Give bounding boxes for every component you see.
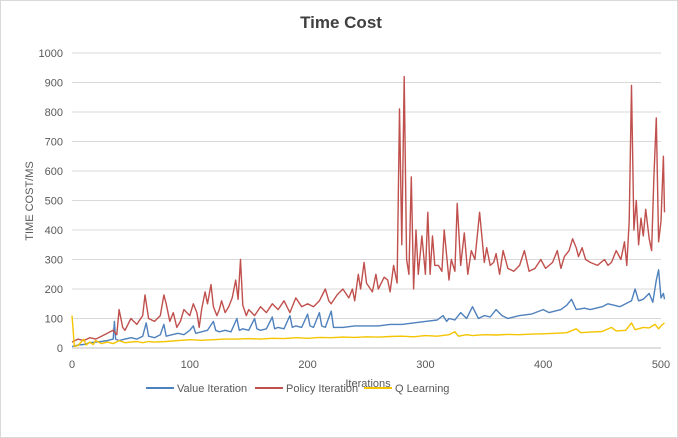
- y-tick-label: 1000: [39, 48, 63, 60]
- x-tick-label: 500: [652, 359, 670, 371]
- y-tick-label: 800: [45, 107, 63, 119]
- y-tick-label: 500: [45, 196, 63, 208]
- x-axis-ticks: 0 100 200 300 400 500: [69, 359, 670, 371]
- legend-label-policy-iteration: Policy Iteration: [286, 383, 358, 395]
- y-axis-label: TIME COST/MS: [24, 161, 36, 240]
- series-line-policy-iteration: [71, 75, 666, 343]
- x-tick-label: 100: [181, 359, 199, 371]
- y-tick-label: 0: [57, 343, 63, 355]
- series-lines: [71, 75, 666, 348]
- legend-label-value-iteration: Value Iteration: [177, 383, 247, 395]
- legend: Value Iteration Policy Iteration Q Learnin…: [146, 383, 449, 395]
- x-tick-label: 0: [69, 359, 75, 371]
- x-tick-label: 400: [534, 359, 552, 371]
- y-tick-label: 600: [45, 166, 63, 178]
- x-tick-label: 200: [298, 359, 316, 371]
- y-tick-label: 300: [45, 255, 63, 267]
- chart-title: Time Cost: [300, 13, 382, 32]
- y-tick-label: 900: [45, 78, 63, 90]
- y-axis-ticks: 0 100 200 300 400 500 600 700 800 900 1000: [39, 48, 63, 355]
- y-tick-label: 200: [45, 284, 63, 296]
- series-line-q-learning: [71, 315, 665, 348]
- series-line-value-iteration: [71, 269, 666, 348]
- y-tick-label: 700: [45, 137, 63, 149]
- legend-label-q-learning: Q Learning: [395, 383, 449, 395]
- x-axis-label: Iterations: [345, 378, 391, 390]
- y-tick-label: 100: [45, 314, 63, 326]
- x-tick-label: 300: [416, 359, 434, 371]
- y-tick-label: 400: [45, 225, 63, 237]
- gridlines: [72, 52, 661, 319]
